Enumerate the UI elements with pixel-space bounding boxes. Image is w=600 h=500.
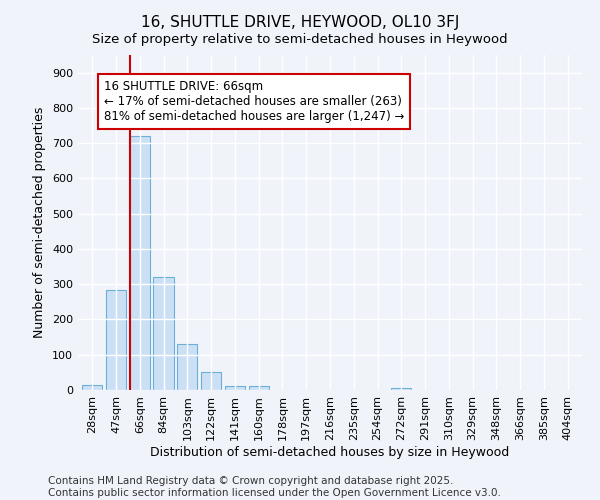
Bar	[248, 386, 269, 390]
Y-axis label: Number of semi-detached properties: Number of semi-detached properties	[34, 107, 46, 338]
Text: Size of property relative to semi-detached houses in Heywood: Size of property relative to semi-detach…	[92, 32, 508, 46]
Bar	[225, 386, 245, 390]
Bar	[82, 384, 103, 390]
X-axis label: Distribution of semi-detached houses by size in Heywood: Distribution of semi-detached houses by …	[151, 446, 509, 458]
Bar	[106, 290, 126, 390]
Text: 16 SHUTTLE DRIVE: 66sqm
← 17% of semi-detached houses are smaller (263)
81% of s: 16 SHUTTLE DRIVE: 66sqm ← 17% of semi-de…	[104, 80, 404, 122]
Bar	[177, 344, 197, 390]
Bar	[154, 277, 173, 390]
Bar	[130, 136, 150, 390]
Text: Contains HM Land Registry data © Crown copyright and database right 2025.
Contai: Contains HM Land Registry data © Crown c…	[48, 476, 501, 498]
Bar	[201, 372, 221, 390]
Bar	[391, 388, 412, 390]
Text: 16, SHUTTLE DRIVE, HEYWOOD, OL10 3FJ: 16, SHUTTLE DRIVE, HEYWOOD, OL10 3FJ	[141, 15, 459, 30]
